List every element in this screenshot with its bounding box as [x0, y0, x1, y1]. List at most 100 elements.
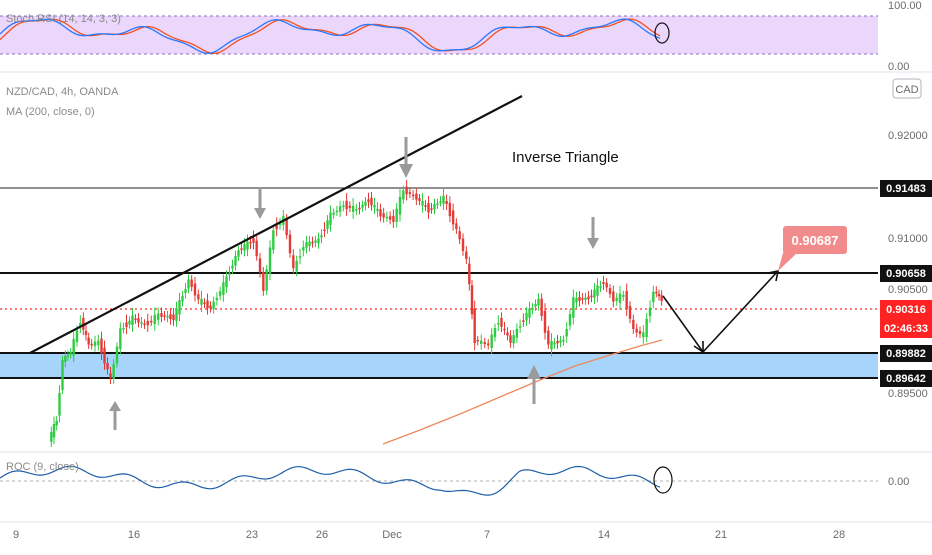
currency-badge[interactable] [892, 78, 922, 99]
candle-body [655, 291, 658, 294]
candle-body [109, 373, 112, 379]
candle-body [222, 282, 225, 295]
candle-body [632, 319, 635, 329]
candle-body [345, 200, 348, 210]
candle-body [262, 272, 265, 291]
price-pane[interactable]: 0.90687 Inverse Triangle NZD/CAD, 4h, OA… [0, 86, 878, 447]
candle-body [562, 339, 565, 342]
candle-body [119, 328, 122, 350]
x-tick-14: 14 [598, 529, 610, 541]
target-callout-text: 0.90687 [792, 233, 839, 248]
target-callout-pointer [778, 253, 797, 271]
candle-body [476, 339, 479, 342]
candle-body [379, 209, 382, 217]
time-axis[interactable]: 9 16 23 26 Dec 7 14 21 28 [0, 521, 932, 541]
candle-body [252, 237, 255, 243]
candle-body [272, 230, 275, 250]
candle-body [285, 218, 288, 236]
price-tag-0.89642-text: 0.89642 [886, 373, 926, 385]
stoch-tick-100: 100.00 [888, 0, 922, 12]
candle-body [103, 347, 106, 364]
price-axis[interactable]: 0.92000 0.91000 0.90500 0.89500 CAD 0.91… [880, 78, 932, 400]
candle-body [550, 341, 553, 350]
candle-body [483, 342, 486, 344]
candle-body [515, 328, 519, 338]
candle-body [125, 322, 128, 328]
candle-body [64, 355, 67, 363]
candle-body [648, 307, 652, 317]
candle-body [618, 293, 622, 303]
price-countdown-text: 02:46:33 [884, 323, 928, 335]
candle-body [572, 297, 575, 318]
candle-body [79, 323, 82, 327]
candle-body [537, 298, 540, 306]
arrow-down-3 [587, 217, 599, 249]
roc-tick-0: 0.00 [888, 476, 909, 488]
candle-body [402, 190, 405, 200]
stoch-k-line [0, 18, 661, 55]
candle-body [528, 308, 531, 318]
candle-body [470, 285, 474, 315]
candle-body [608, 288, 612, 294]
candle-body [234, 256, 237, 266]
candle-body [212, 301, 215, 310]
candle-body [415, 193, 418, 200]
candle-body [540, 298, 543, 316]
candle-body [200, 298, 203, 305]
candle-body [351, 205, 355, 212]
candle-body [439, 201, 442, 203]
candle-body [625, 290, 628, 310]
axis-tick-0.90500: 0.90500 [888, 284, 928, 296]
candle-body [115, 346, 119, 364]
candle-body [231, 265, 234, 269]
candle-body [302, 246, 305, 251]
candle-body [458, 231, 461, 240]
candle-body [243, 244, 246, 251]
candle-body [320, 235, 323, 238]
x-tick-16: 16 [128, 529, 140, 541]
candle-body [531, 307, 534, 310]
candle-body [370, 197, 373, 206]
candle-body [90, 343, 93, 346]
candle-body [163, 315, 166, 317]
candle-body [305, 242, 308, 248]
stoch-band [0, 16, 878, 54]
candle-body [473, 308, 476, 344]
candle-body [72, 338, 75, 356]
arrow-down-2 [399, 137, 413, 178]
candle-body [490, 334, 493, 349]
candle-body [292, 255, 295, 269]
candle-body [411, 194, 415, 197]
stoch-tick-0: 0.00 [888, 61, 909, 73]
candle-body [395, 208, 398, 223]
candle-body [525, 312, 528, 321]
axis-tick-0.92000: 0.92000 [888, 130, 928, 142]
candle-body [543, 310, 547, 333]
x-tick-28: 28 [833, 529, 845, 541]
candle-body [376, 209, 379, 211]
stoch-pane: Stoch RSI (14, 14, 3, 3) 100.00 0.00 [0, 0, 922, 73]
candle-body [246, 241, 249, 250]
candle-body [172, 314, 175, 320]
candle-body [445, 200, 448, 205]
candle-body [487, 343, 490, 346]
candle-body [465, 251, 468, 260]
candle-body [146, 320, 149, 326]
candle-body [602, 282, 605, 285]
symbol-legend: NZD/CAD, 4h, OANDA [6, 86, 119, 98]
candle-body [461, 238, 465, 251]
candle-body [497, 323, 500, 325]
candle-body [512, 335, 515, 344]
roc-pane: ROC (9, close) 0.00 [0, 461, 909, 496]
projection-arrowhead-down [693, 341, 704, 354]
candle-body [448, 202, 452, 217]
price-tag-0.89882 [880, 345, 932, 362]
candle-body [134, 318, 137, 320]
candle-body [338, 206, 342, 212]
candle-body [342, 205, 345, 207]
candle-body [97, 340, 100, 346]
arrow-up-2 [527, 365, 541, 404]
x-tick-26: 26 [316, 529, 328, 541]
